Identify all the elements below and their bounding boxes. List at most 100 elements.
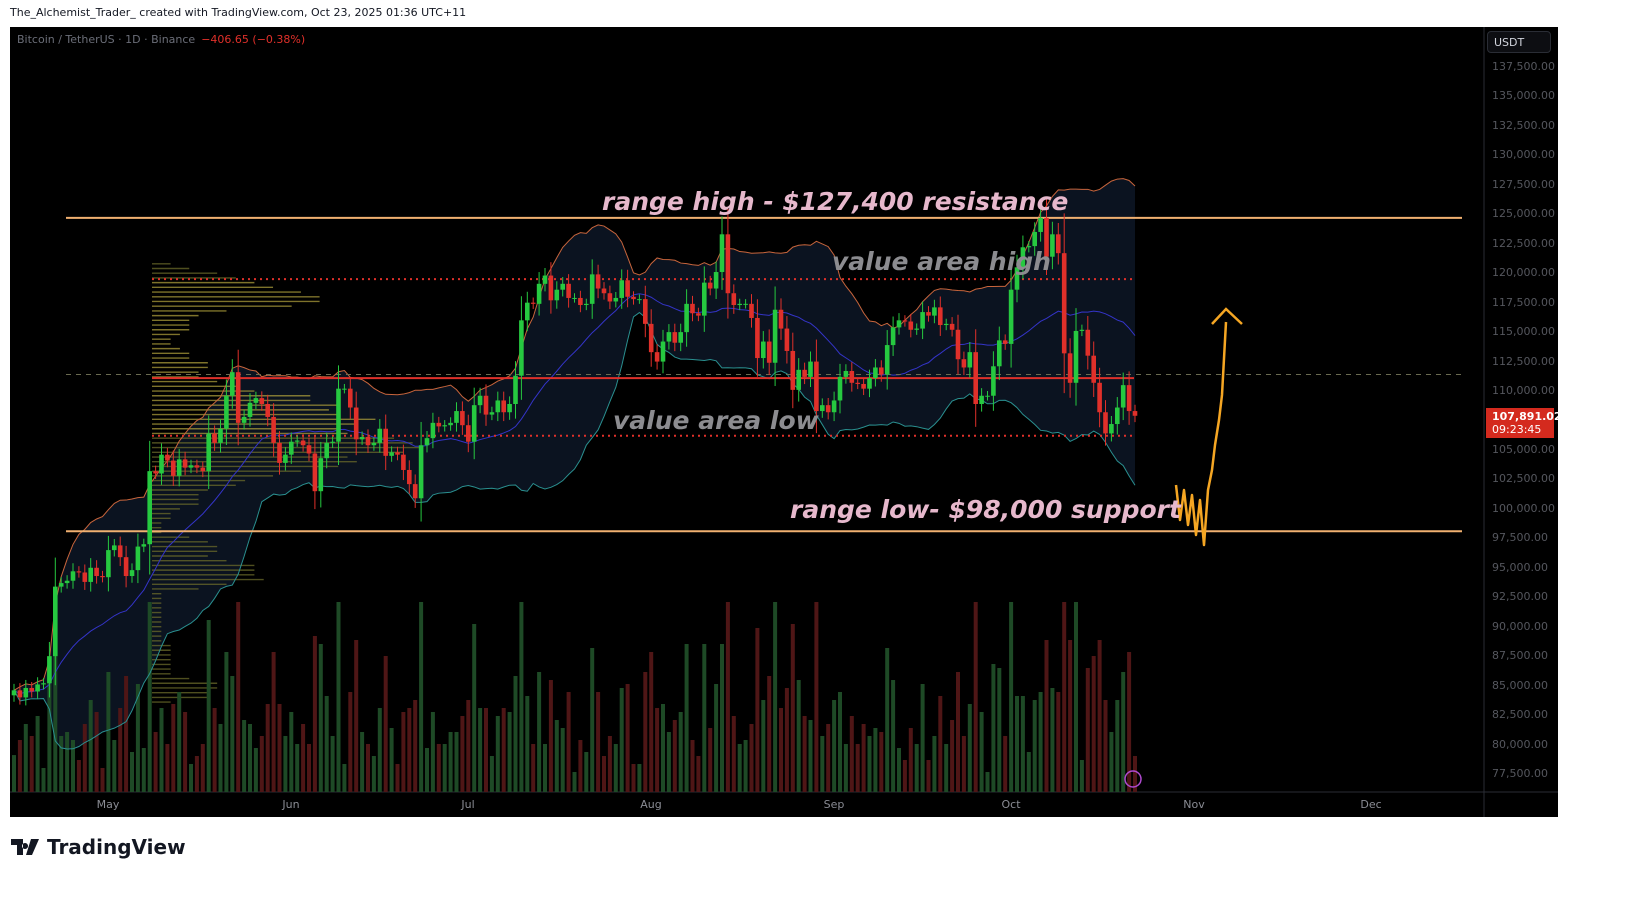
symbol-title[interactable]: Bitcoin / TetherUS · 1D · Binance xyxy=(17,33,196,46)
candle-body xyxy=(873,367,878,379)
volume-bar xyxy=(312,636,317,792)
volume-bar xyxy=(649,652,654,792)
candle-body xyxy=(171,460,176,476)
candle-body xyxy=(778,309,784,329)
candle-body xyxy=(660,341,666,362)
volume-bar xyxy=(979,712,984,792)
volume-bar xyxy=(342,764,347,792)
volume-bar xyxy=(784,688,789,792)
candle-body xyxy=(766,341,772,363)
candle-countdown: 09:23:45 xyxy=(1492,423,1542,436)
candle-body xyxy=(1097,382,1102,413)
chart-credit: The_Alchemist_Trader_ created with Tradi… xyxy=(10,6,467,19)
volume-bar xyxy=(442,744,447,792)
price-tick: 117,500.00 xyxy=(1492,295,1555,309)
candle-body xyxy=(1103,412,1108,434)
tradingview-logo[interactable]: TradingView xyxy=(11,835,186,859)
candle-body xyxy=(1109,424,1114,434)
candle-body xyxy=(294,440,300,442)
candle-body xyxy=(483,395,489,415)
candle-body xyxy=(454,411,459,423)
volume-bar xyxy=(425,748,429,792)
volume-bar xyxy=(631,764,636,792)
volume-bar xyxy=(1062,602,1067,792)
volume-bar xyxy=(35,716,40,792)
volume-bar xyxy=(448,732,453,792)
candle-body xyxy=(613,297,619,302)
candle-body xyxy=(318,458,324,492)
volume-bar xyxy=(460,716,465,792)
candle-body xyxy=(672,332,678,343)
candle-body xyxy=(436,422,442,427)
candle-body xyxy=(489,412,495,415)
candle-body xyxy=(902,320,908,322)
volume-bar xyxy=(720,644,724,792)
volume-bar xyxy=(224,652,229,792)
candle-body xyxy=(731,293,737,306)
candle-body xyxy=(943,323,949,326)
volume-bar xyxy=(513,676,518,792)
volume-bar xyxy=(938,696,943,792)
volume-bar xyxy=(944,744,949,792)
candle-body xyxy=(979,395,984,404)
volume-bar xyxy=(265,704,270,792)
price-tick: 132,500.00 xyxy=(1492,118,1555,132)
candle-body xyxy=(94,567,99,577)
volume-bar xyxy=(985,772,990,792)
volume-bar xyxy=(902,760,907,792)
volume-bar xyxy=(501,708,506,792)
candle-body xyxy=(743,303,748,305)
candle-body xyxy=(1079,329,1085,331)
volume-bar xyxy=(849,716,854,792)
volume-bar xyxy=(820,736,825,792)
candle-body xyxy=(820,405,825,412)
candle-body xyxy=(625,280,630,297)
candle-body xyxy=(601,288,607,294)
candle-body xyxy=(955,329,961,360)
candle-body xyxy=(589,274,595,304)
candle-body xyxy=(23,687,29,698)
candle-body xyxy=(666,332,672,342)
last-price: 107,891.02 xyxy=(1492,410,1562,423)
candle-body xyxy=(495,400,501,413)
volume-bar xyxy=(336,602,341,792)
volume-bar xyxy=(189,764,193,792)
bollinger-upper xyxy=(13,178,1136,691)
candle-body xyxy=(365,436,371,446)
currency-button[interactable]: USDT xyxy=(1487,31,1551,53)
volume-bar xyxy=(767,676,772,792)
time-tick: Jun xyxy=(282,798,300,811)
candle-body xyxy=(29,687,34,692)
replay-lightning-icon xyxy=(1124,770,1142,788)
candle-body xyxy=(536,283,542,304)
candle-body xyxy=(212,433,217,443)
candle-body xyxy=(584,303,589,306)
volume-bar xyxy=(130,752,134,792)
volume-bar xyxy=(560,728,565,792)
candle-body xyxy=(849,371,855,383)
volume-bar xyxy=(802,716,807,792)
candle-body xyxy=(678,332,683,343)
volume-bar xyxy=(661,704,665,792)
volume-bar xyxy=(242,720,247,792)
candle-body xyxy=(932,307,937,316)
candle-body xyxy=(194,465,200,468)
volume-bar xyxy=(1133,756,1137,792)
candle-body xyxy=(1026,246,1032,248)
volume-bar xyxy=(867,736,872,792)
volume-bar xyxy=(94,712,99,792)
candle-body xyxy=(784,328,790,351)
volume-bar xyxy=(307,744,311,792)
volume-bar xyxy=(584,752,589,792)
volume-bar xyxy=(88,700,93,792)
candle-body xyxy=(259,398,265,404)
volume-bar xyxy=(194,756,199,792)
volume-bar xyxy=(41,768,46,792)
volume-bar xyxy=(17,740,22,792)
volume-bar xyxy=(466,700,471,792)
price-tick: 127,500.00 xyxy=(1492,177,1555,191)
candle-body xyxy=(395,452,400,455)
candle-body xyxy=(241,416,247,423)
volume-bar xyxy=(1032,700,1037,792)
